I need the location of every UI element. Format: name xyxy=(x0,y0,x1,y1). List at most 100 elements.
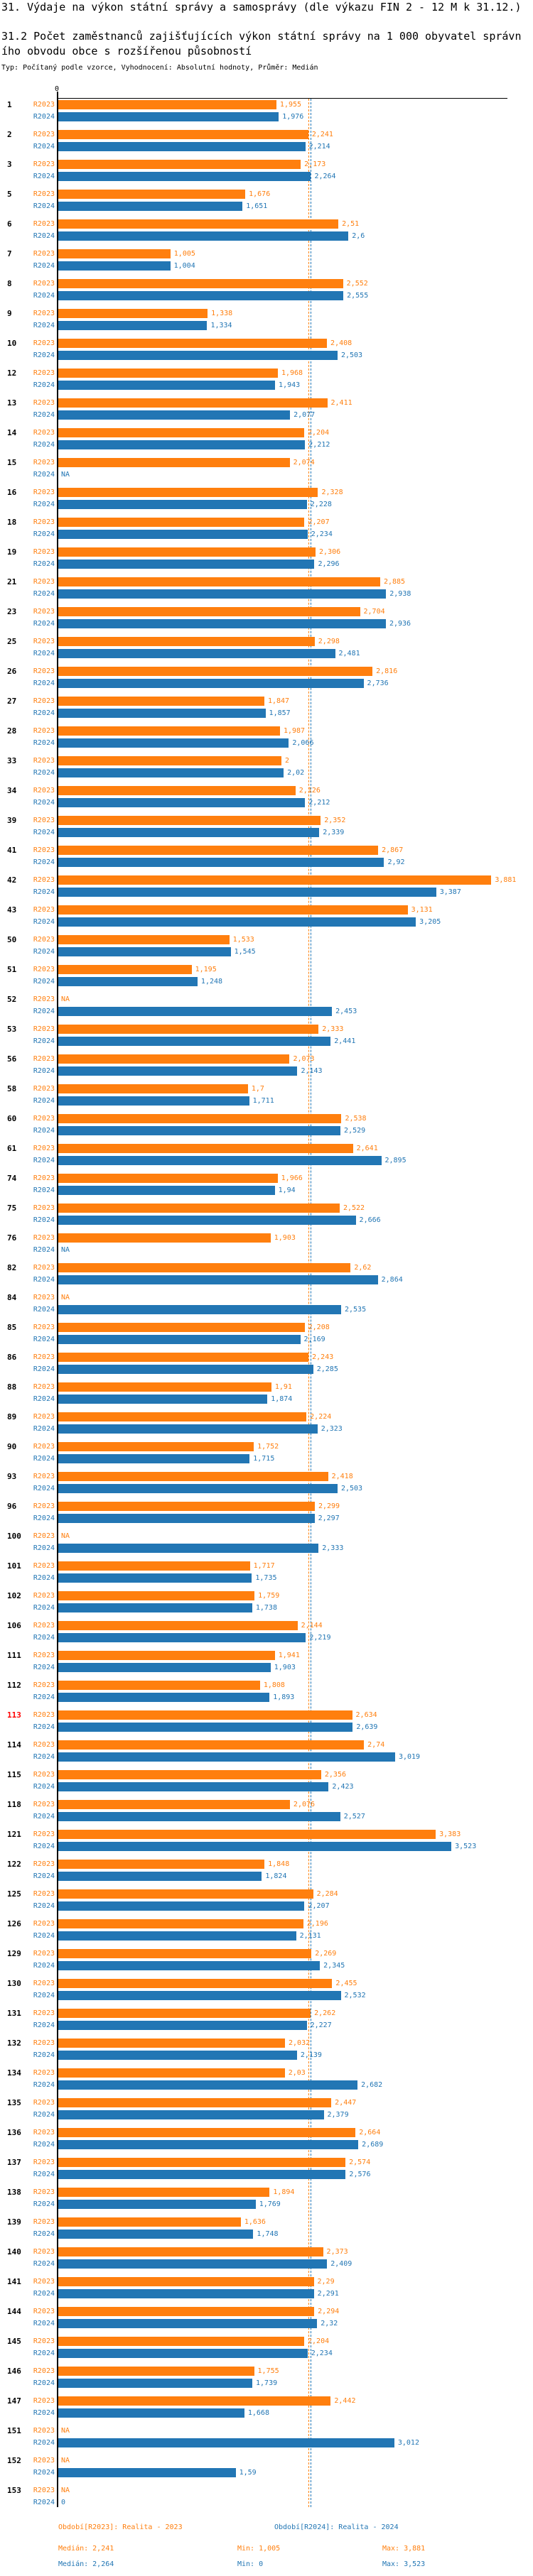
bar-r2024 xyxy=(58,2259,328,2269)
value-label-r2024: 2,555 xyxy=(347,292,369,300)
series-label-r2024: R2024 xyxy=(33,620,55,628)
bar-r2024 xyxy=(58,1454,250,1463)
bar-r2023 xyxy=(58,249,171,258)
row-id-label: 34 xyxy=(7,786,17,795)
row-id-label: 33 xyxy=(7,756,17,765)
series-label-r2023: R2023 xyxy=(33,1860,55,1868)
bar-r2023 xyxy=(58,458,290,467)
bar-r2024 xyxy=(58,2438,394,2447)
value-label-r2023: 2,196 xyxy=(306,1920,328,1928)
legend-r2023: Období[R2023]: Realita - 2023 xyxy=(58,2523,183,2531)
series-label-r2024: R2024 xyxy=(33,2290,55,2298)
row-id-label: 76 xyxy=(7,1233,17,1243)
series-label-r2024: R2024 xyxy=(33,1395,55,1403)
value-label-r2023: 2,51 xyxy=(342,220,360,228)
bar-r2024 xyxy=(58,1484,338,1493)
bar-r2024 xyxy=(58,2140,359,2149)
bar-r2024 xyxy=(58,530,308,539)
bar-r2023 xyxy=(58,130,308,139)
bar-r2024 xyxy=(58,1066,298,1076)
value-label-r2023: 2,411 xyxy=(330,399,352,407)
bar-r2023 xyxy=(58,1174,278,1183)
bar-r2023 xyxy=(58,2068,285,2078)
value-label-r2024: 2,212 xyxy=(308,799,330,807)
series-label-r2023: R2023 xyxy=(33,160,55,168)
value-label-r2024: 1,004 xyxy=(173,262,195,270)
series-label-r2024: R2024 xyxy=(33,978,55,986)
series-label-r2024: R2024 xyxy=(33,143,55,151)
series-label-r2024: R2024 xyxy=(33,1544,55,1552)
value-label-r2024: 3,019 xyxy=(398,1753,421,1761)
bar-r2023 xyxy=(58,398,328,408)
row-id-label: 121 xyxy=(7,1830,21,1839)
bar-r2024 xyxy=(58,1096,249,1106)
value-label-r2024: 2,234 xyxy=(311,2349,333,2357)
bar-r2024 xyxy=(58,1573,252,1583)
series-label-r2023: R2023 xyxy=(33,876,55,884)
bar-r2024 xyxy=(58,2080,358,2090)
series-label-r2024: R2024 xyxy=(33,1634,55,1642)
legend-r2024: Období[R2024]: Realita - 2024 xyxy=(274,2523,399,2531)
bar-r2023 xyxy=(58,2128,356,2137)
series-label-r2023: R2023 xyxy=(33,101,55,109)
value-label-r2024: 2,379 xyxy=(327,2111,349,2119)
series-label-r2023: R2023 xyxy=(33,1443,55,1451)
bar-r2023 xyxy=(58,2277,314,2286)
value-label-r2023: 2,241 xyxy=(311,131,333,138)
bar-r2023 xyxy=(58,2188,270,2197)
value-label-r2023: 1,968 xyxy=(281,369,303,377)
series-label-r2023: R2023 xyxy=(33,339,55,347)
bar-r2023 xyxy=(58,607,360,616)
bar-r2023 xyxy=(58,369,278,378)
bar-r2024 xyxy=(58,2379,253,2388)
value-label-r2024: 2,736 xyxy=(367,680,389,687)
value-label-r2024: 2,02 xyxy=(287,769,305,777)
value-label-r2023: 2 xyxy=(285,757,290,765)
stat-min-r2024: Min: 0 xyxy=(237,2560,264,2568)
series-label-r2023: R2023 xyxy=(33,2278,55,2286)
value-label-r2024: 1,893 xyxy=(273,1693,295,1701)
row-id-label: 9 xyxy=(7,309,12,318)
series-label-r2023: R2023 xyxy=(33,459,55,466)
row-id-label: 130 xyxy=(7,1979,21,1988)
bar-r2023 xyxy=(58,816,321,825)
series-label-r2024: R2024 xyxy=(33,739,55,747)
value-label-r2024: 2,227 xyxy=(310,2021,332,2029)
value-label-r2024: 1,545 xyxy=(234,948,256,956)
value-label-r2023: 2,076 xyxy=(293,1801,316,1808)
bar-r2024 xyxy=(58,261,171,271)
series-label-r2023: R2023 xyxy=(33,1383,55,1391)
series-label-r2024: R2024 xyxy=(33,858,55,866)
bar-r2023 xyxy=(58,2307,315,2316)
bar-r2024 xyxy=(58,2051,297,2060)
value-label-r2024: 2,131 xyxy=(299,1932,321,1940)
row-id-label: 112 xyxy=(7,1681,21,1690)
value-label-r2023: 2,224 xyxy=(310,1413,332,1421)
series-label-r2023: R2023 xyxy=(33,1234,55,1242)
bar-r2023 xyxy=(58,2009,311,2018)
series-label-r2024: R2024 xyxy=(33,1037,55,1045)
row-id-label: 115 xyxy=(7,1770,21,1779)
row-id-label: 138 xyxy=(7,2188,21,2197)
bar-r2024 xyxy=(58,440,306,449)
bar-r2023 xyxy=(58,2396,331,2406)
value-label-r2024: 0 xyxy=(61,2499,66,2506)
bar-r2023 xyxy=(58,1830,436,1839)
series-label-r2023: R2023 xyxy=(33,1055,55,1063)
value-label-r2024: 3,387 xyxy=(439,888,461,896)
bar-r2024 xyxy=(58,917,416,927)
row-id-label: 28 xyxy=(7,726,17,736)
series-label-r2023: R2023 xyxy=(33,190,55,198)
series-label-r2023: R2023 xyxy=(33,1830,55,1838)
value-label-r2023: 2,173 xyxy=(304,160,326,168)
bar-r2023 xyxy=(58,2098,332,2107)
row-id-label: 137 xyxy=(7,2158,21,2167)
series-label-r2023: R2023 xyxy=(33,1592,55,1600)
series-label-r2023: R2023 xyxy=(33,578,55,586)
value-label-r2024: 2,527 xyxy=(343,1813,365,1821)
row-id-label: 8 xyxy=(7,279,12,288)
bar-r2023 xyxy=(58,965,192,974)
series-label-r2024: R2024 xyxy=(33,2141,55,2149)
value-label-r2024: 1,739 xyxy=(256,2379,278,2387)
series-label-r2023: R2023 xyxy=(33,846,55,854)
